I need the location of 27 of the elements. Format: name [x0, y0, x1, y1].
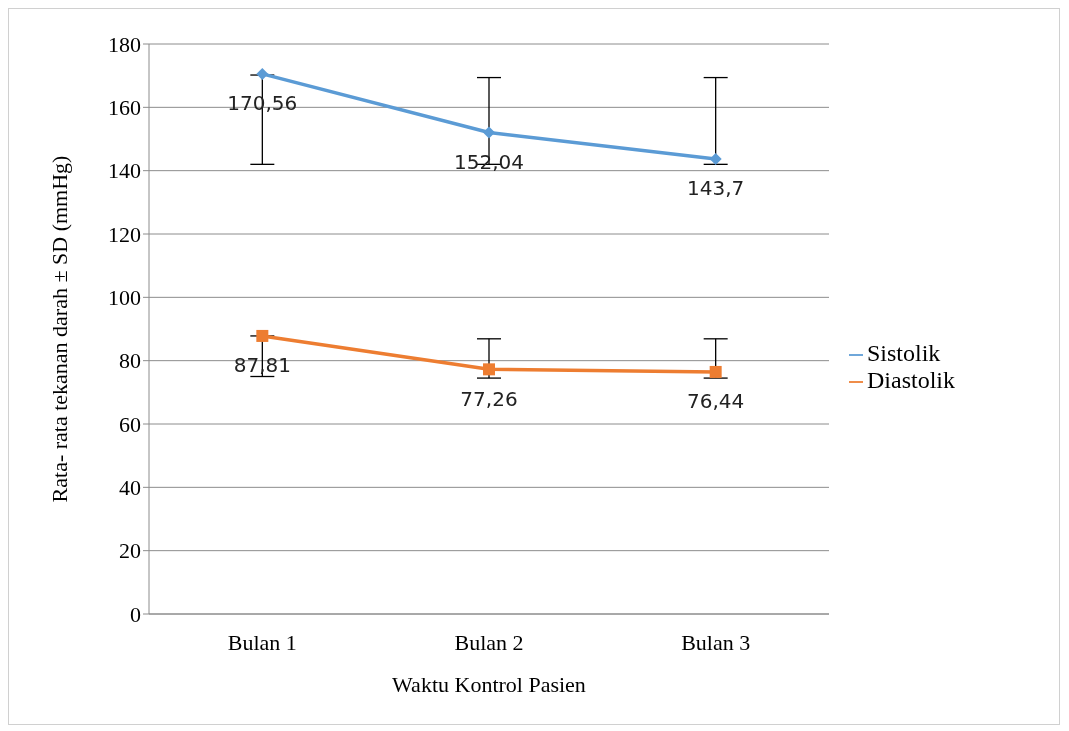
y-tick-label: 160	[108, 95, 141, 121]
y-tick-label: 140	[108, 158, 141, 184]
point	[256, 329, 269, 342]
point	[483, 363, 495, 376]
data-label: 77,26	[460, 386, 518, 411]
data-label: 152,04	[454, 149, 524, 174]
legend-label: Diastolik	[867, 366, 955, 393]
y-tick-label: 20	[119, 538, 141, 564]
y-tick-label: 0	[130, 601, 141, 627]
point	[709, 365, 722, 378]
point	[709, 152, 722, 165]
x-axis-title: Waktu Kontrol Pasien	[392, 672, 586, 697]
y-tick-label: 60	[119, 411, 141, 437]
x-tick-label: Bulan 1	[227, 629, 297, 655]
y-tick-label: 40	[119, 475, 141, 501]
data-label: 76,44	[687, 389, 745, 414]
y-tick-label: 100	[108, 285, 141, 311]
x-tick-label: Bulan 3	[681, 629, 751, 655]
legend-label: Sistolik	[867, 339, 941, 366]
point	[256, 67, 269, 80]
y-tick-label: 180	[108, 31, 141, 57]
data-label: 143,7	[687, 176, 745, 201]
y-tick-label: 120	[108, 221, 141, 247]
y-axis-title: Rata- rata tekanan darah ± SD (mmHg)	[46, 155, 72, 503]
x-tick-label: Bulan 2	[454, 629, 524, 655]
y-tick-label: 80	[119, 348, 141, 374]
point	[483, 126, 495, 139]
